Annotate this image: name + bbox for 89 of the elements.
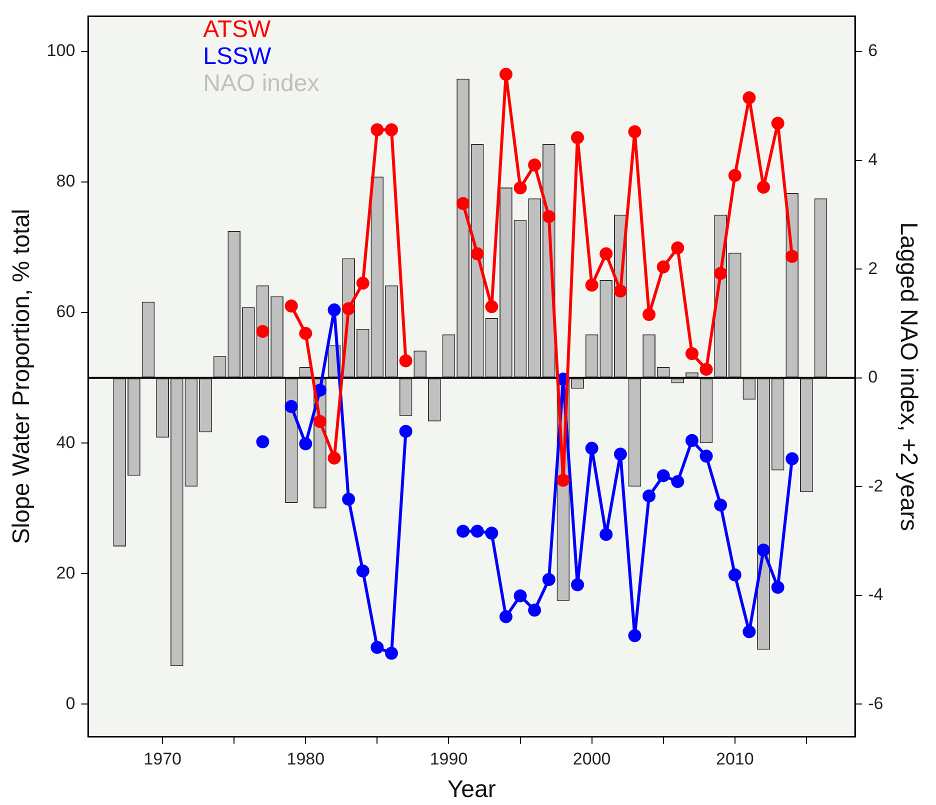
y2-tick-label: 6 [868,41,878,60]
point [356,276,370,290]
point [571,578,584,592]
point [614,284,627,298]
point [742,91,756,104]
point [671,475,684,488]
point [556,474,570,487]
point [284,400,298,414]
point [771,116,784,130]
point [485,300,498,314]
point [585,278,598,292]
point [456,197,470,210]
point [614,448,627,461]
point [728,168,742,182]
point [786,250,799,263]
point [685,347,698,360]
point [714,266,728,280]
y-axis-title: Slope Water Proportion, % total [8,208,36,544]
point [685,434,698,447]
point [528,158,542,172]
point [642,489,656,502]
point [299,326,312,340]
point [313,415,326,428]
point [499,610,512,624]
y-tick-label: 60 [56,302,76,322]
y-tick-label: 20 [56,563,76,582]
point [514,181,527,194]
point [485,526,498,540]
text: LSSW [203,42,272,70]
point [499,68,512,81]
x-tick-label: 1970 [144,750,182,769]
point [385,123,398,136]
point [542,572,556,586]
y-tick-label: 100 [46,41,76,60]
point [786,452,799,466]
point [356,564,370,578]
text: ATSW [203,16,272,43]
point [470,247,484,260]
y2-tick-label: 2 [868,258,878,278]
y-tick-label: 40 [56,432,76,452]
point [628,125,642,138]
point [757,180,770,194]
point [399,354,412,368]
point [370,123,384,136]
point [700,450,713,463]
x-tick-label: 2000 [572,750,611,769]
point [514,589,527,602]
point [284,300,298,313]
point [585,442,598,455]
point [628,629,642,642]
point [742,625,756,638]
x-tick-label: 2010 [716,750,754,769]
point [385,646,398,660]
point [456,524,470,538]
point [342,302,356,316]
point [757,544,770,557]
x-tick-label: 1990 [430,750,468,769]
point [399,424,412,438]
point [256,324,270,338]
x-axis-title: Year [447,776,496,804]
y-tick-label: 0 [66,694,76,713]
point [328,452,341,465]
point [771,580,784,594]
point [342,492,356,506]
point [600,528,613,541]
point [642,308,656,321]
x-tick-label: 1980 [286,750,325,769]
y2-tick-label: 4 [868,150,878,170]
y2-tick-label: -6 [868,694,884,713]
point [528,604,542,617]
point [671,241,684,254]
point [328,303,341,316]
point [571,131,584,144]
point [470,524,484,538]
y2-tick-label: -4 [868,585,884,604]
point [600,247,613,260]
y2-axis-title: Lagged NAO index, +2 years [894,222,922,531]
point [700,362,713,376]
y2-tick-label: 0 [868,368,878,387]
point [728,568,742,582]
y2-tick-label: -2 [868,476,884,496]
point [714,498,728,512]
point [656,260,670,274]
y-tick-label: 80 [56,172,76,191]
point [370,640,384,654]
point [256,435,270,448]
point [299,437,312,450]
point [656,469,670,482]
point [542,210,556,224]
